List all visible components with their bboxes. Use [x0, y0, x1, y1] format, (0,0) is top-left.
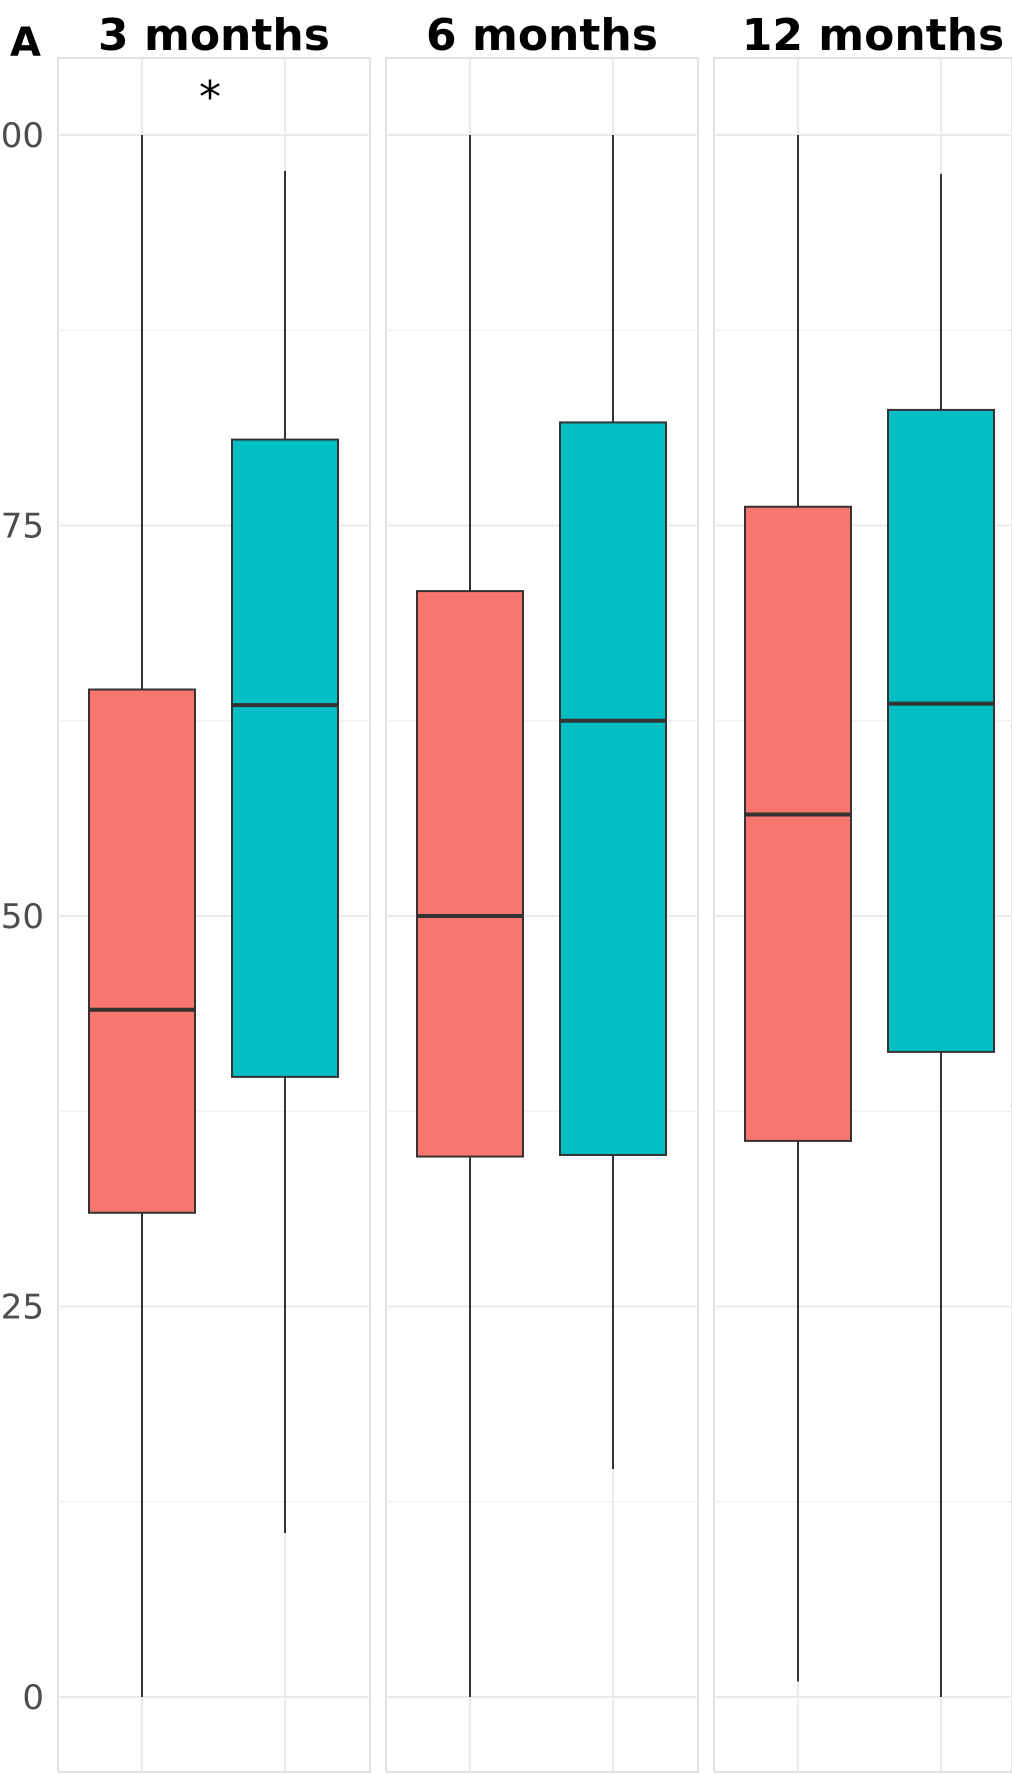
facet-title: 6 months	[426, 10, 658, 61]
facet-3: 12 months	[713, 10, 1012, 1773]
box-group-2	[559, 135, 667, 1469]
y-tick-label: 0	[22, 1678, 44, 1718]
box-group-1	[88, 135, 196, 1697]
panel-label: A	[10, 20, 41, 66]
facet-2: 6 months	[385, 10, 699, 1773]
box-iqr	[231, 438, 339, 1078]
facet-title: 12 months	[742, 10, 1005, 61]
box-group-1	[416, 135, 524, 1697]
box-iqr	[559, 421, 667, 1156]
y-tick-label: 25	[1, 1288, 44, 1328]
y-tick-label: 100	[0, 116, 44, 156]
facet-title: 3 months	[98, 10, 330, 61]
y-tick-label: 75	[1, 507, 44, 547]
box-group-1	[744, 135, 852, 1682]
box-iqr	[88, 688, 196, 1214]
box-iqr	[416, 590, 524, 1158]
y-axis: 0 25 50 75 100	[0, 116, 44, 1718]
box-iqr	[887, 408, 995, 1053]
box-group-2	[887, 174, 995, 1697]
box-group-2	[231, 170, 339, 1533]
facets-group: 3 months * 6 months 12 months	[57, 10, 1012, 1773]
significance-annotation: *	[199, 72, 221, 123]
y-tick-label: 50	[1, 897, 44, 937]
box-iqr	[744, 505, 852, 1142]
facet-1: 3 months *	[57, 10, 371, 1773]
